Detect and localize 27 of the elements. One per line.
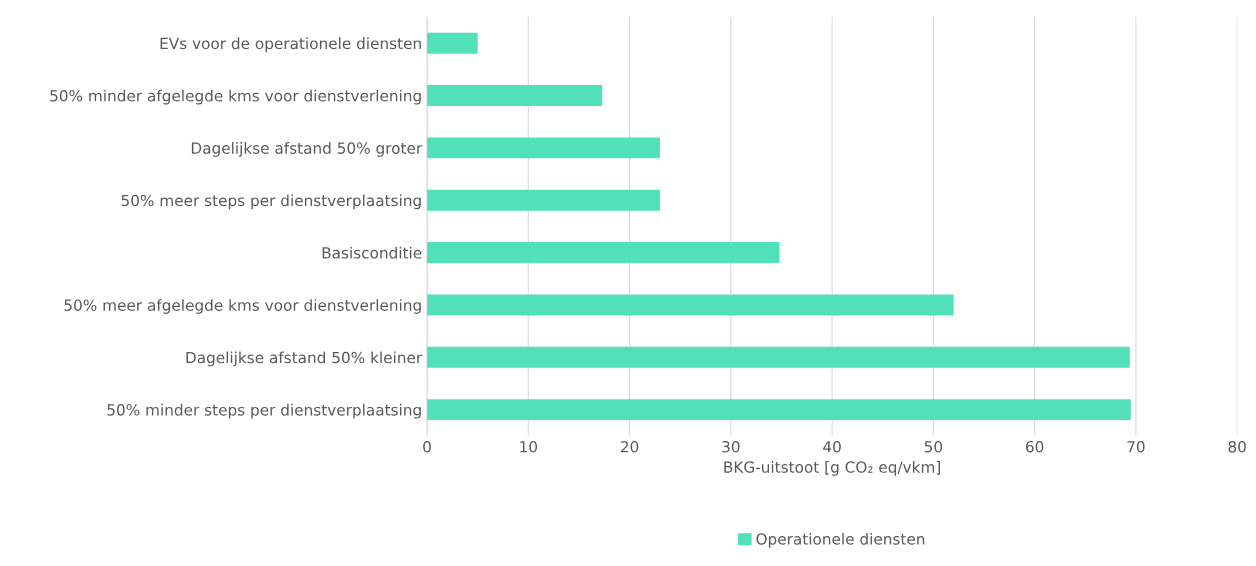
y-tick-label: 50% minder afgelegde kms voor dienstverlening <box>50 89 421 105</box>
x-tick-label: 30 <box>722 440 740 453</box>
x-tick-label: 40 <box>823 440 841 453</box>
x-tick-label: 50 <box>924 440 943 453</box>
y-tick-label: EVs voor de operationele diensten <box>160 37 421 53</box>
legend-label: Operationele diensten <box>756 532 925 548</box>
y-tick-label: 50% meer steps per dienstverplaatsing <box>121 194 421 210</box>
y-tick-label: Dagelijkse afstand 50% groter <box>191 142 423 157</box>
x-tick-label: 80 <box>1228 440 1246 453</box>
bar <box>427 85 603 106</box>
x-tick-label: 10 <box>520 440 538 453</box>
y-tick-label: 50% meer afgelegde kms voor dienstverlening <box>64 299 421 314</box>
bar <box>427 242 780 264</box>
bar <box>427 399 1131 421</box>
y-tick-label: Basisconditie <box>322 246 422 259</box>
x-tick-label: 60 <box>1025 440 1044 453</box>
x-tick-label: 70 <box>1127 440 1145 453</box>
bar <box>427 32 478 54</box>
bar <box>427 294 954 316</box>
y-tick-label: Dagelijkse afstand 50% kleiner <box>186 351 423 367</box>
x-axis-title: BKG-uitstoot [g CO₂ eq/vkm] <box>724 461 940 476</box>
y-tick-label: 50% minder steps per dienstverplaatsing <box>107 403 421 419</box>
x-tick-label: 20 <box>620 440 639 453</box>
bar <box>427 346 1130 368</box>
bar <box>427 137 660 159</box>
bar <box>427 189 660 211</box>
x-tick-label: 0 <box>423 440 431 453</box>
